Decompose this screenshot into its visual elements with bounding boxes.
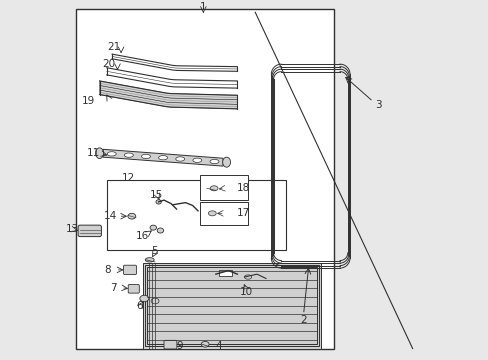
- Text: 16: 16: [136, 231, 149, 241]
- Polygon shape: [100, 81, 237, 109]
- Ellipse shape: [151, 298, 159, 304]
- Polygon shape: [103, 149, 223, 166]
- FancyBboxPatch shape: [123, 265, 136, 275]
- Ellipse shape: [145, 258, 154, 262]
- Text: 11: 11: [87, 148, 100, 158]
- Bar: [200, 202, 247, 225]
- FancyBboxPatch shape: [128, 284, 139, 293]
- Text: 18: 18: [236, 183, 249, 193]
- Ellipse shape: [192, 158, 202, 162]
- Text: 13: 13: [65, 224, 79, 234]
- Ellipse shape: [210, 186, 218, 191]
- Text: 4: 4: [215, 341, 222, 351]
- Text: 14: 14: [103, 211, 117, 221]
- Ellipse shape: [201, 341, 209, 347]
- Text: 12: 12: [122, 172, 135, 183]
- Text: 10: 10: [239, 287, 252, 297]
- Bar: [76, 9, 333, 348]
- Text: 17: 17: [236, 208, 249, 218]
- Text: 6: 6: [137, 301, 143, 311]
- Polygon shape: [142, 263, 321, 348]
- Text: 2: 2: [300, 315, 306, 325]
- Ellipse shape: [209, 159, 219, 164]
- Ellipse shape: [156, 200, 161, 204]
- Text: 19: 19: [82, 96, 95, 105]
- Ellipse shape: [150, 225, 156, 230]
- Ellipse shape: [208, 211, 216, 216]
- Text: 21: 21: [107, 42, 121, 52]
- Ellipse shape: [158, 156, 167, 160]
- Bar: [219, 270, 231, 276]
- Ellipse shape: [107, 152, 116, 156]
- Ellipse shape: [157, 228, 163, 233]
- Ellipse shape: [127, 213, 136, 219]
- Bar: [200, 175, 247, 200]
- Bar: [106, 180, 285, 250]
- Text: 1: 1: [200, 2, 206, 12]
- Text: 8: 8: [104, 265, 111, 275]
- Text: 9: 9: [176, 341, 183, 351]
- Ellipse shape: [175, 157, 184, 161]
- Ellipse shape: [244, 275, 251, 279]
- Text: 7: 7: [110, 283, 116, 293]
- Text: 5: 5: [151, 246, 157, 256]
- Ellipse shape: [96, 148, 103, 159]
- Text: 15: 15: [150, 190, 163, 200]
- Ellipse shape: [141, 154, 150, 158]
- Ellipse shape: [222, 157, 230, 167]
- Ellipse shape: [124, 153, 133, 157]
- Text: 20: 20: [102, 59, 115, 69]
- Text: 3: 3: [375, 100, 381, 110]
- FancyBboxPatch shape: [78, 225, 101, 237]
- FancyBboxPatch shape: [163, 340, 177, 349]
- Ellipse shape: [140, 295, 148, 302]
